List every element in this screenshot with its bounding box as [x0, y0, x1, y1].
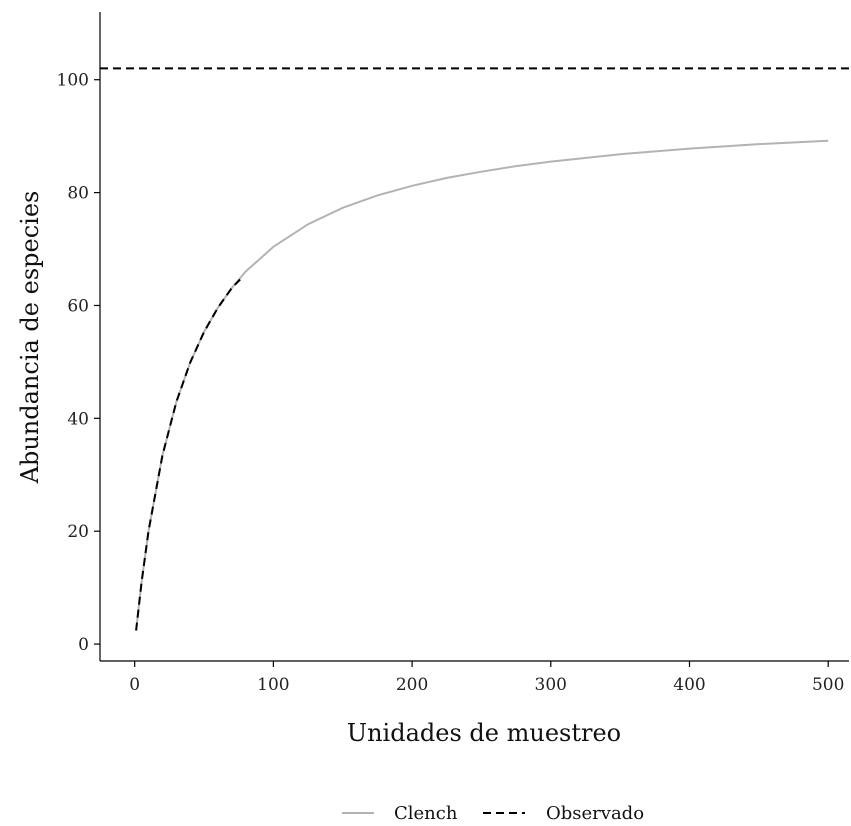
x-ticks: 0 100 200 300 400 500	[129, 661, 844, 695]
x-tick-label: 400	[673, 675, 705, 695]
y-tick-label: 40	[67, 409, 89, 429]
x-tick-label: 100	[257, 675, 289, 695]
series-observado-line	[135, 278, 241, 631]
series-clench-line	[135, 139, 829, 631]
legend-observado-label: Observado	[546, 803, 644, 824]
legend-clench-label: Clench	[394, 803, 458, 824]
x-tick-label: 0	[129, 675, 140, 695]
legend: Clench Observado	[342, 803, 644, 824]
y-ticks: 0 20 40 60 80 100	[57, 71, 100, 655]
y-tick-label: 100	[57, 71, 89, 91]
y-tick-label: 80	[67, 184, 89, 204]
y-tick-label: 20	[67, 522, 89, 542]
x-axis-title: Unidades de muestreo	[347, 719, 621, 747]
y-tick-label: 0	[78, 635, 89, 655]
y-axis-title: Abundancia de especies	[16, 191, 44, 485]
x-tick-label: 300	[535, 675, 567, 695]
plot-area: 0 100 200 300 400 500 0 20 40 60 80 100	[57, 12, 849, 695]
x-tick-label: 500	[812, 675, 844, 695]
x-tick-label: 200	[396, 675, 428, 695]
series-layer	[100, 67, 849, 631]
y-tick-label: 60	[67, 296, 89, 316]
